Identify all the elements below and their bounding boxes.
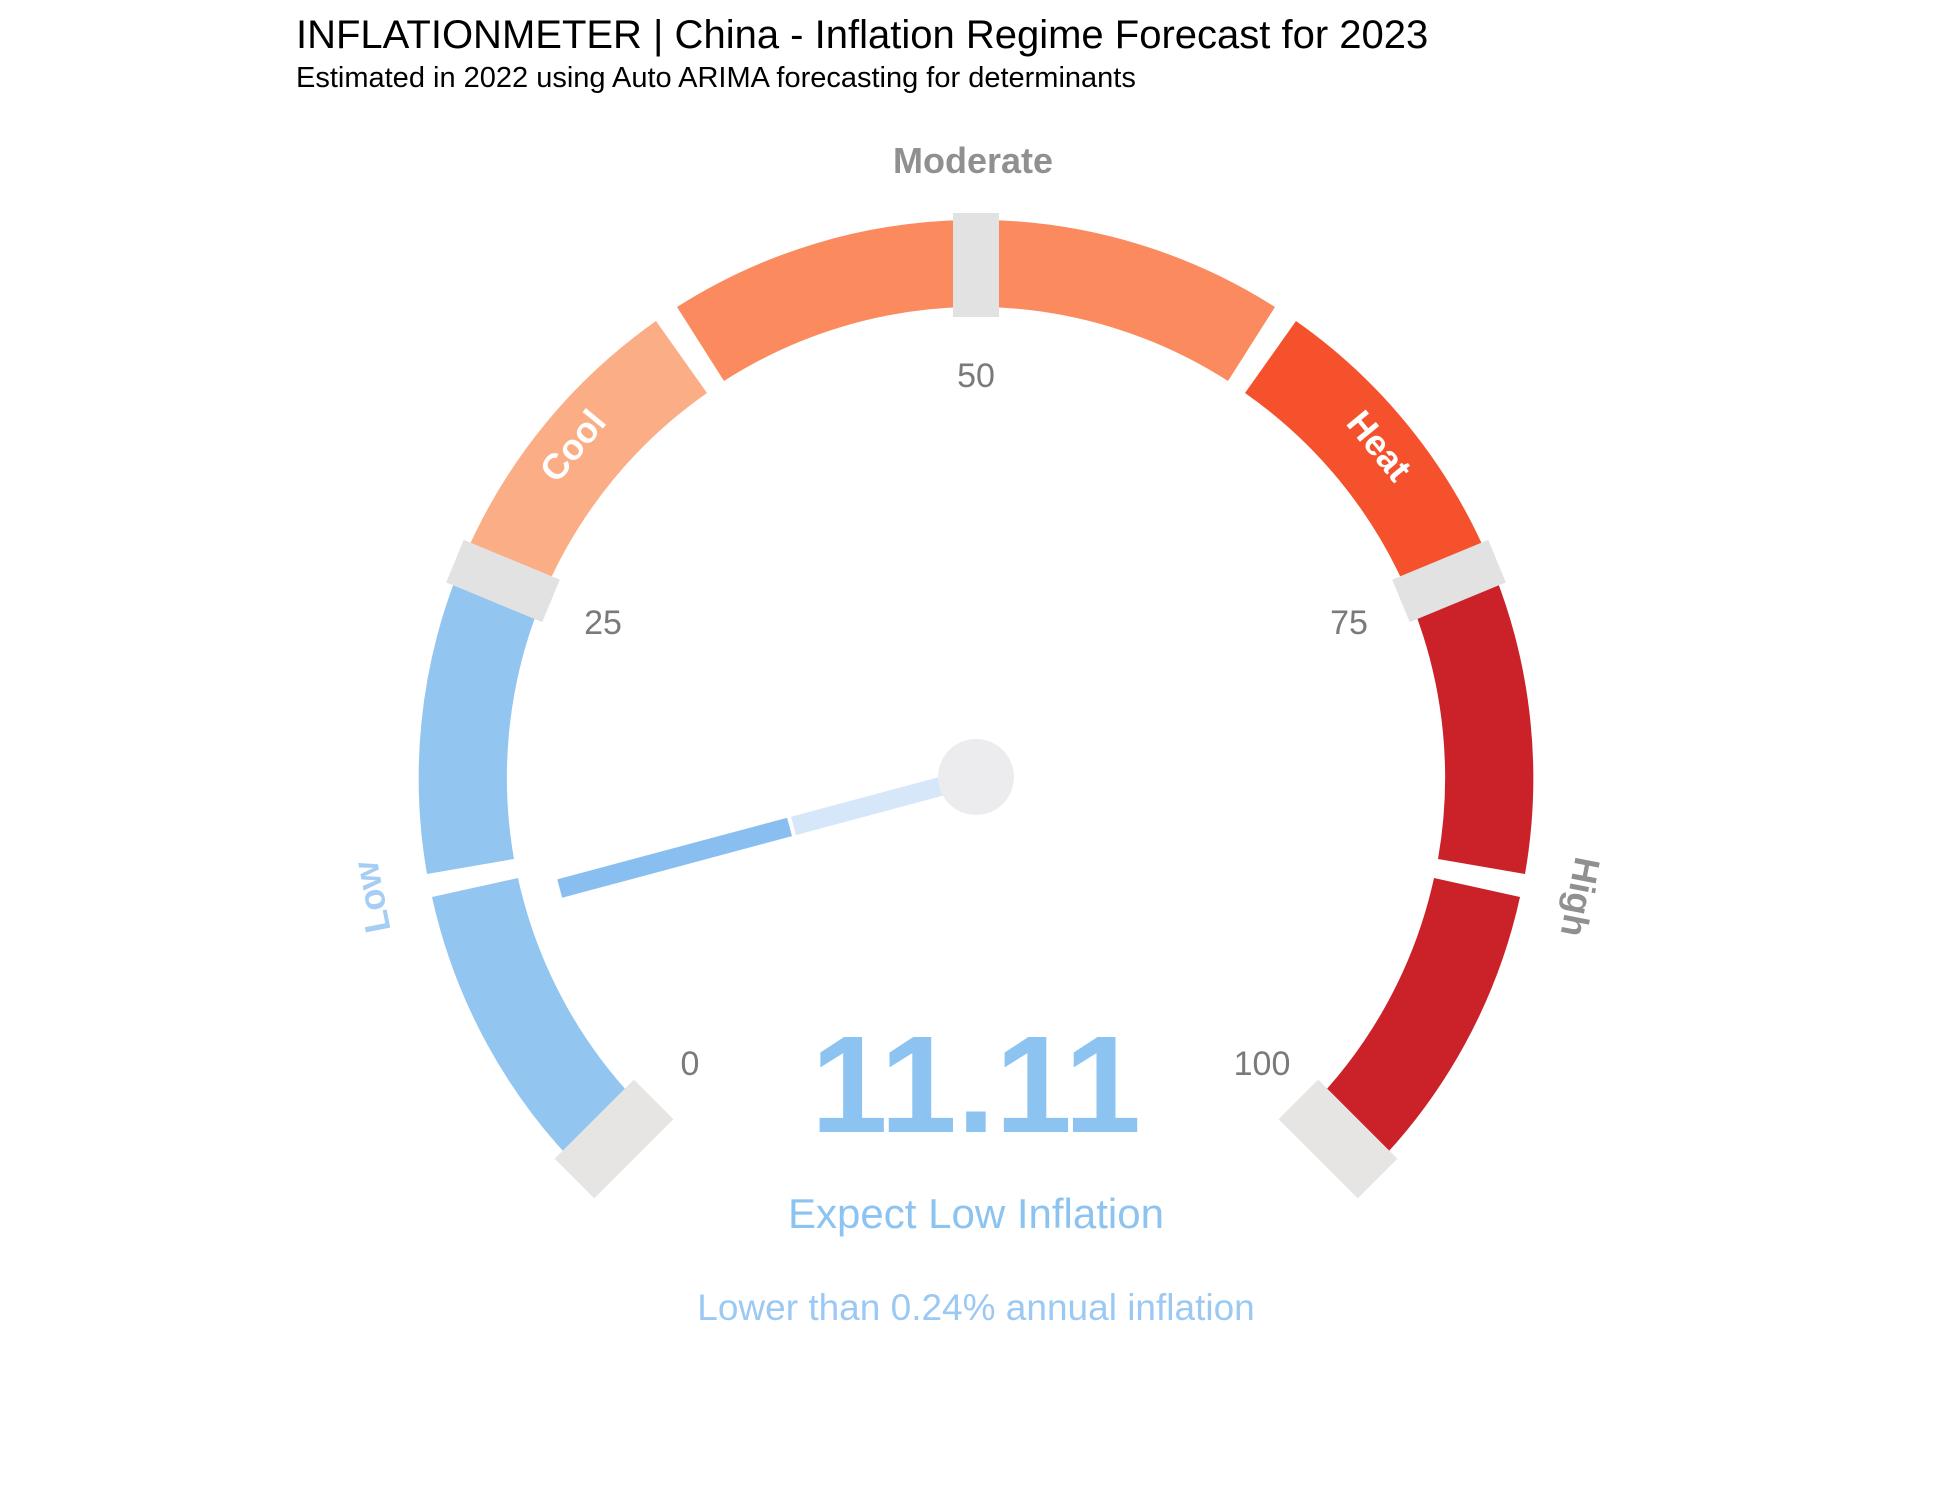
gauge-segment-high-1 [1413, 575, 1534, 874]
gauge-segment-high-2 [1308, 878, 1520, 1171]
needle-hub [938, 739, 1014, 815]
needle-inner-segment [790, 767, 979, 836]
gauge-tick-blocks [446, 213, 1506, 1199]
end-cap-0 [554, 1079, 674, 1199]
gauge-band [418, 220, 1534, 1171]
gauge-segment-heat [1245, 321, 1486, 589]
tick-block-25 [446, 539, 560, 623]
tick-label-25: 25 [584, 604, 622, 642]
chart-title: INFLATIONMETER | China - Inflation Regim… [296, 13, 1428, 57]
gauge-segment-cool [466, 321, 707, 589]
chart-subtitle: Estimated in 2022 using Auto ARIMA forec… [296, 62, 1136, 94]
gauge-segment-moderate-2 [986, 220, 1275, 381]
regime-label-moderate: Moderate [893, 140, 1053, 181]
tick-block-75 [1392, 539, 1506, 623]
tick-block-50 [953, 213, 999, 317]
tick-label-100: 100 [1234, 1045, 1291, 1083]
gauge-needle [557, 767, 979, 898]
gauge-segment-low-1 [432, 878, 644, 1171]
tick-label-50: 50 [957, 357, 995, 395]
regime-label-low: Low [344, 857, 398, 936]
gauge-axis-labels: 0 25 50 75 100 [584, 357, 1368, 1083]
regime-label-high: High [1553, 854, 1609, 940]
gauge-segment-low-2 [418, 575, 539, 874]
end-cap-100 [1278, 1079, 1398, 1199]
inflation-caption: Lower than 0.24% annual inflation [697, 1287, 1254, 1328]
gauge-value: 11.11 [811, 1008, 1141, 1162]
regime-message: Expect Low Inflation [788, 1190, 1164, 1237]
tick-label-75: 75 [1330, 604, 1368, 642]
gauge-segment-moderate-1 [677, 220, 966, 381]
tick-label-0: 0 [681, 1045, 700, 1083]
needle-outer-segment [557, 817, 793, 898]
